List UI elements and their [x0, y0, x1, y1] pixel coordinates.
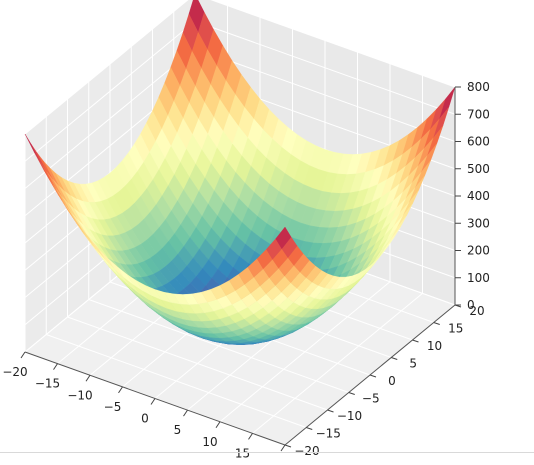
x-tick-mark [53, 363, 58, 370]
y-tick-mark [327, 409, 334, 413]
x-tick-mark [85, 374, 91, 382]
x-tick-mark [150, 398, 156, 405]
left-grid-z [24, 0, 189, 135]
z-tick-label: 500 [467, 162, 490, 176]
z-tick-label: 700 [467, 107, 490, 121]
x-tick-label: 5 [174, 423, 182, 437]
left-grid-z [24, 20, 196, 162]
back-grid-z [194, 48, 456, 142]
y-tick-mark [348, 392, 355, 395]
back-grid-z [194, 20, 456, 115]
z-tick-label: 0 [467, 298, 475, 312]
surface-face [275, 226, 292, 250]
z-tick-label: 300 [467, 216, 490, 230]
x-tick-label: −10 [67, 388, 92, 402]
y-tick-mark [284, 444, 292, 448]
y-tick-mark [433, 322, 440, 325]
y-tick-label: 0 [388, 374, 396, 388]
x-tick-label: 15 [235, 446, 250, 460]
z-tick-label: 200 [467, 244, 490, 258]
floor-grid-y [88, 299, 349, 393]
surface-mesh [24, 0, 456, 345]
y-tick-label: −20 [294, 444, 319, 458]
x-tick-label: 10 [202, 435, 217, 449]
x-tick-mark [215, 421, 221, 429]
left-grid-z [24, 48, 196, 189]
z-tick-label: 800 [467, 80, 490, 94]
y-tick-label: −5 [362, 392, 380, 406]
y-tick-label: 10 [427, 339, 442, 353]
z-tick-label: 100 [467, 271, 490, 285]
y-tick-mark [369, 374, 377, 378]
x-tick-mark [183, 409, 188, 417]
x-tick-mark [248, 433, 253, 440]
y-tick-mark [412, 339, 419, 343]
x-tick-mark [118, 386, 123, 394]
y-tick-label: 20 [469, 304, 484, 318]
y-tick-mark [391, 357, 398, 360]
z-tick-label: 600 [467, 135, 490, 149]
z-tick-label: 400 [467, 189, 490, 203]
floor-grid-y [46, 334, 307, 428]
y-axis: −20 −15 −10−5 05 10 15 20 [284, 304, 485, 458]
x-tick-label: −20 [2, 365, 27, 379]
y-tick-label: −10 [337, 409, 362, 423]
y-tick-label: −15 [316, 427, 341, 441]
bottom-divider [0, 452, 534, 453]
floor-grid-y [67, 316, 328, 411]
x-tick-label: −5 [104, 400, 122, 414]
x-tick-mark [20, 351, 26, 359]
y-tick-label: 5 [409, 357, 417, 371]
z-axis: 0 100 200 300 400 500 600 700 800 [455, 80, 490, 312]
y-tick-label: 15 [448, 322, 463, 336]
x-tick-label: −15 [35, 377, 60, 391]
x-tick-label: 0 [141, 412, 149, 426]
x-tick-mark [280, 444, 286, 452]
back-grid-z [210, 0, 456, 88]
y-tick-mark [306, 427, 313, 430]
